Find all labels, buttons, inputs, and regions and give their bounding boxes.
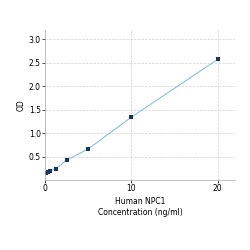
Point — [48, 169, 52, 173]
Point — [54, 167, 58, 171]
Point — [46, 170, 50, 174]
Point — [216, 57, 220, 61]
Point — [86, 147, 90, 151]
Point — [64, 158, 68, 162]
X-axis label: Human NPC1
Concentration (ng/ml): Human NPC1 Concentration (ng/ml) — [98, 197, 182, 217]
Point — [129, 115, 133, 119]
Point — [44, 170, 48, 174]
Y-axis label: OD: OD — [17, 99, 26, 111]
